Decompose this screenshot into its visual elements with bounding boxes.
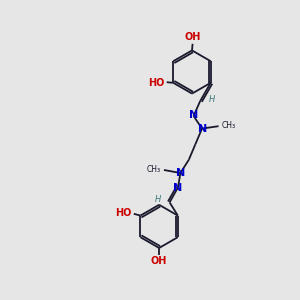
Text: CH₃: CH₃ — [222, 121, 236, 130]
Text: H: H — [208, 95, 215, 104]
Text: OH: OH — [184, 32, 201, 42]
Text: N: N — [198, 124, 207, 134]
Text: HO: HO — [116, 208, 132, 218]
Text: N: N — [189, 110, 198, 120]
Text: N: N — [173, 183, 183, 193]
Text: N: N — [176, 168, 185, 178]
Text: HO: HO — [148, 78, 165, 88]
Text: H: H — [155, 196, 161, 205]
Text: CH₃: CH₃ — [146, 165, 160, 174]
Text: OH: OH — [150, 256, 167, 266]
